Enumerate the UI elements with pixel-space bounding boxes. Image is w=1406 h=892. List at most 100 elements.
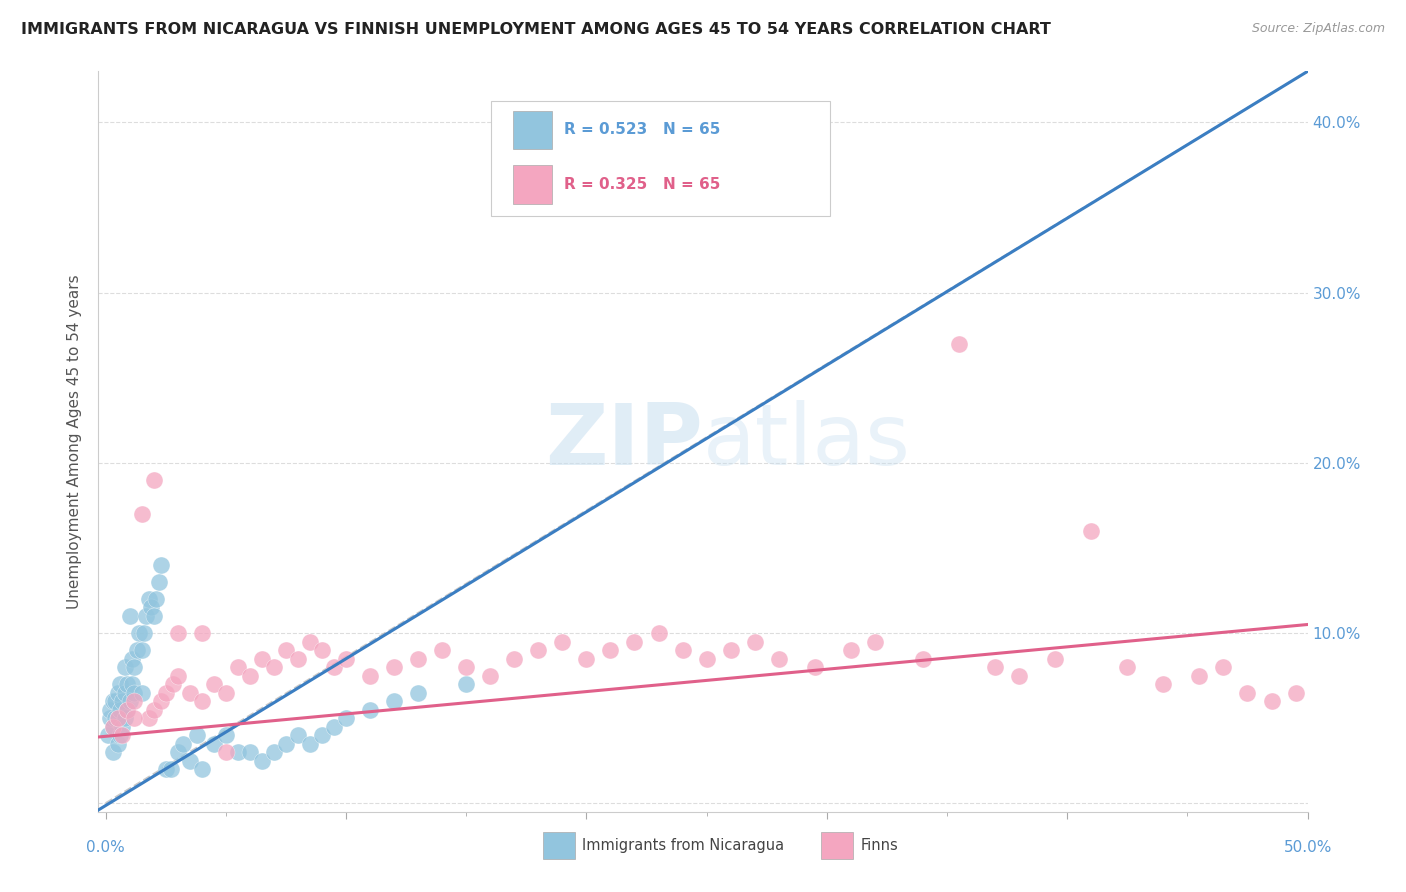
Point	[1284, 685, 1306, 699]
Point	[142, 473, 165, 487]
Point	[1080, 524, 1102, 538]
Point	[948, 336, 970, 351]
Point	[250, 754, 273, 768]
Text: 0.0%: 0.0%	[86, 840, 125, 855]
Point	[166, 626, 188, 640]
Point	[311, 728, 333, 742]
Point	[503, 651, 526, 665]
Text: IMMIGRANTS FROM NICARAGUA VS FINNISH UNEMPLOYMENT AMONG AGES 45 TO 54 YEARS CORR: IMMIGRANTS FROM NICARAGUA VS FINNISH UNE…	[21, 22, 1050, 37]
Point	[162, 677, 184, 691]
Point	[623, 634, 645, 648]
Point	[101, 694, 124, 708]
Text: ZIP: ZIP	[546, 400, 703, 483]
Point	[456, 677, 478, 691]
Point	[479, 668, 502, 682]
Point	[1008, 668, 1031, 682]
Point	[1043, 651, 1066, 665]
FancyBboxPatch shape	[513, 111, 551, 149]
Point	[108, 677, 131, 691]
Point	[108, 703, 131, 717]
Point	[104, 694, 127, 708]
Point	[274, 643, 297, 657]
Point	[138, 711, 160, 725]
Point	[107, 685, 129, 699]
Point	[538, 201, 561, 215]
Point	[359, 668, 381, 682]
Point	[101, 720, 124, 734]
Point	[287, 728, 309, 742]
Point	[114, 685, 136, 699]
Point	[100, 703, 122, 717]
Point	[101, 745, 124, 759]
Text: Finns: Finns	[860, 838, 898, 854]
Point	[111, 728, 134, 742]
FancyBboxPatch shape	[492, 101, 830, 216]
Point	[148, 574, 170, 589]
Point	[135, 609, 157, 624]
Point	[132, 626, 155, 640]
Point	[138, 591, 160, 606]
Point	[311, 643, 333, 657]
Point	[131, 685, 153, 699]
Point	[239, 745, 262, 759]
Point	[191, 694, 214, 708]
Point	[527, 643, 550, 657]
Point	[107, 711, 129, 725]
Point	[155, 685, 177, 699]
Point	[491, 201, 513, 215]
Point	[1260, 694, 1282, 708]
Point	[166, 668, 188, 682]
Point	[118, 694, 141, 708]
Point	[863, 634, 886, 648]
Point	[107, 737, 129, 751]
Point	[202, 677, 225, 691]
Point	[114, 660, 136, 674]
Point	[406, 651, 429, 665]
Point	[124, 711, 146, 725]
Point	[104, 711, 127, 725]
Point	[159, 762, 181, 776]
Point	[335, 711, 357, 725]
Y-axis label: Unemployment Among Ages 45 to 54 years: Unemployment Among Ages 45 to 54 years	[67, 274, 83, 609]
Point	[647, 626, 669, 640]
Point	[768, 651, 790, 665]
Point	[100, 711, 122, 725]
Point	[149, 558, 172, 572]
Point	[599, 643, 621, 657]
Point	[118, 609, 141, 624]
Point	[744, 634, 766, 648]
Point	[287, 651, 309, 665]
Point	[149, 694, 172, 708]
Point	[121, 677, 143, 691]
Text: Immigrants from Nicaragua: Immigrants from Nicaragua	[582, 838, 785, 854]
Point	[191, 626, 214, 640]
Text: 50.0%: 50.0%	[1284, 840, 1331, 855]
Point	[128, 626, 150, 640]
Point	[202, 737, 225, 751]
Point	[575, 651, 598, 665]
Point	[226, 745, 249, 759]
Point	[1236, 685, 1258, 699]
Point	[142, 609, 165, 624]
Point	[359, 703, 381, 717]
Point	[239, 668, 262, 682]
Point	[911, 651, 934, 665]
Point	[720, 643, 742, 657]
Point	[323, 720, 346, 734]
Point	[125, 643, 148, 657]
Point	[335, 651, 357, 665]
Text: atlas: atlas	[703, 400, 911, 483]
Point	[382, 694, 405, 708]
Point	[124, 685, 146, 699]
Point	[179, 685, 201, 699]
Point	[263, 745, 285, 759]
Point	[515, 192, 537, 206]
FancyBboxPatch shape	[513, 165, 551, 204]
Point	[1152, 677, 1174, 691]
Point	[250, 651, 273, 665]
Text: R = 0.523   N = 65: R = 0.523 N = 65	[564, 122, 720, 137]
Point	[108, 728, 131, 742]
Point	[406, 685, 429, 699]
Point	[839, 643, 862, 657]
Point	[226, 660, 249, 674]
